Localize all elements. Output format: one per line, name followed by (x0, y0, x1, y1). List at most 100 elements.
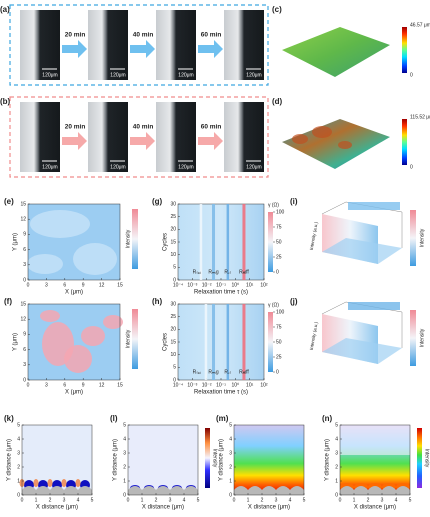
electrode-bump (128, 486, 142, 495)
drt-stripe (226, 204, 230, 280)
x-tick-label: 15 (117, 282, 123, 288)
y-tick-label: 0 (23, 277, 26, 283)
electrode-bump (234, 486, 248, 495)
heatmap-patch (81, 326, 105, 346)
x-tick-label: 2 (49, 497, 52, 503)
colorbar-tick: 100 (276, 309, 285, 315)
x-tick-label: 1 (353, 497, 356, 503)
panel-label: (i) (290, 197, 298, 206)
panel-label: (a) (0, 5, 10, 14)
panel-box (9, 4, 269, 86)
y-tick-label: 4 (335, 436, 338, 442)
time-label: 60 min (201, 32, 222, 39)
y-tick-label: 25 (170, 214, 176, 220)
waterfall-top (348, 302, 400, 310)
surface-bump (312, 126, 332, 138)
x-axis-label: X (μm) (65, 390, 83, 396)
x-tick-label: 12 (99, 282, 105, 288)
peak-label: R꜀ₜ (224, 269, 231, 275)
heatmap-patch (103, 315, 123, 329)
y-axis-label: Cycles (163, 233, 169, 251)
colorbar-tick: 25 (276, 254, 282, 260)
y-tick-label: 15 (170, 339, 176, 345)
colorbar-label: Intensity (419, 228, 425, 247)
drt-map (178, 304, 264, 380)
x-tick-label: 3 (45, 382, 48, 388)
colorbar-tick: 0 (276, 269, 279, 275)
heatmap-patch (40, 310, 60, 322)
colorbar-min: 0 (410, 72, 413, 78)
panel-box (9, 96, 269, 178)
y-tick-label: 5 (17, 422, 20, 428)
colorbar (410, 210, 416, 266)
y-tick-label: 15 (20, 201, 26, 207)
y-tick-label: 3 (23, 262, 26, 268)
electrode-bump (50, 486, 64, 495)
drt-stripe (212, 304, 216, 380)
plot-frame (21, 424, 93, 496)
x-axis-label: X distance (μm) (142, 505, 184, 511)
waterfall-floor (322, 238, 402, 264)
electrode-bump (354, 486, 368, 495)
colorbar-label: Intensity (125, 229, 131, 248)
electrode-bump (142, 486, 156, 495)
x-tick-label: 2 (261, 497, 264, 503)
y-tick-label: 0 (23, 377, 26, 383)
x-axis-label: X distance (μm) (248, 505, 290, 511)
panel-label: (m) (216, 414, 229, 423)
x-tick-label: 4 (289, 497, 292, 503)
x-tick-label: 0 (21, 497, 24, 503)
y-tick-label: 20 (170, 227, 176, 233)
plot-frame (27, 203, 121, 281)
x-tick-label: 1 (35, 497, 38, 503)
scale-label: 120μm (246, 164, 261, 170)
y-tick-label: 0 (173, 377, 176, 383)
x-tick-label: 10⁻¹ (216, 282, 226, 288)
y-tick-label: 15 (20, 301, 26, 307)
colorbar-min: 0 (410, 164, 413, 170)
x-tick-label: 5 (303, 497, 306, 503)
y-axis-label: Y distance (μm) (7, 439, 13, 481)
y-tick-label: 2 (229, 464, 232, 470)
x-tick-label: 3 (275, 497, 278, 503)
electrode-bump (184, 486, 198, 495)
y-tick-label: 4 (17, 436, 20, 442)
micro-image (20, 102, 60, 172)
colorbar-label: Intensity (125, 329, 131, 348)
y-tick-label: 20 (170, 327, 176, 333)
colorbar (132, 309, 138, 369)
micro-image (156, 102, 196, 172)
scale-label: 120μm (42, 72, 57, 78)
arrow (130, 40, 155, 58)
x-tick-label: 0 (233, 497, 236, 503)
x-tick-label: 6 (63, 282, 66, 288)
y-tick-label: 12 (20, 217, 26, 223)
x-axis-label: Relaxation time τ (s) (194, 290, 248, 296)
colorbar-label: Intensity (424, 449, 430, 468)
colorbar (402, 27, 407, 73)
panel-label: (f) (4, 297, 12, 306)
y-tick-label: 3 (229, 450, 232, 456)
x-tick-label: 0 (339, 497, 342, 503)
x-tick-label: 10⁻³ (187, 282, 197, 288)
colorbar-title: γ (Ω) (268, 302, 279, 308)
colorbar-tick: 75 (276, 224, 282, 230)
x-tick-label: 10⁻⁴ (173, 282, 183, 288)
x-tick-label: 5 (197, 497, 200, 503)
x-tick-label: 6 (63, 382, 66, 388)
peak-label: Rₘᵢg (208, 269, 219, 275)
x-tick-label: 2 (367, 497, 370, 503)
heatmap-patch (27, 254, 63, 274)
colorbar-tick: 75 (276, 324, 282, 330)
x-tick-label: 3 (381, 497, 384, 503)
waterfall-top (348, 202, 400, 210)
time-label: 60 min (201, 124, 222, 131)
y-tick-label: 0 (335, 492, 338, 498)
time-label: 20 min (65, 124, 86, 131)
y-tick-label: 2 (335, 464, 338, 470)
arrow (62, 40, 87, 58)
micro-image (224, 102, 264, 172)
x-tick-label: 10⁻² (202, 282, 212, 288)
scale-label: 120μm (110, 72, 125, 78)
y-tick-label: 6 (23, 247, 26, 253)
